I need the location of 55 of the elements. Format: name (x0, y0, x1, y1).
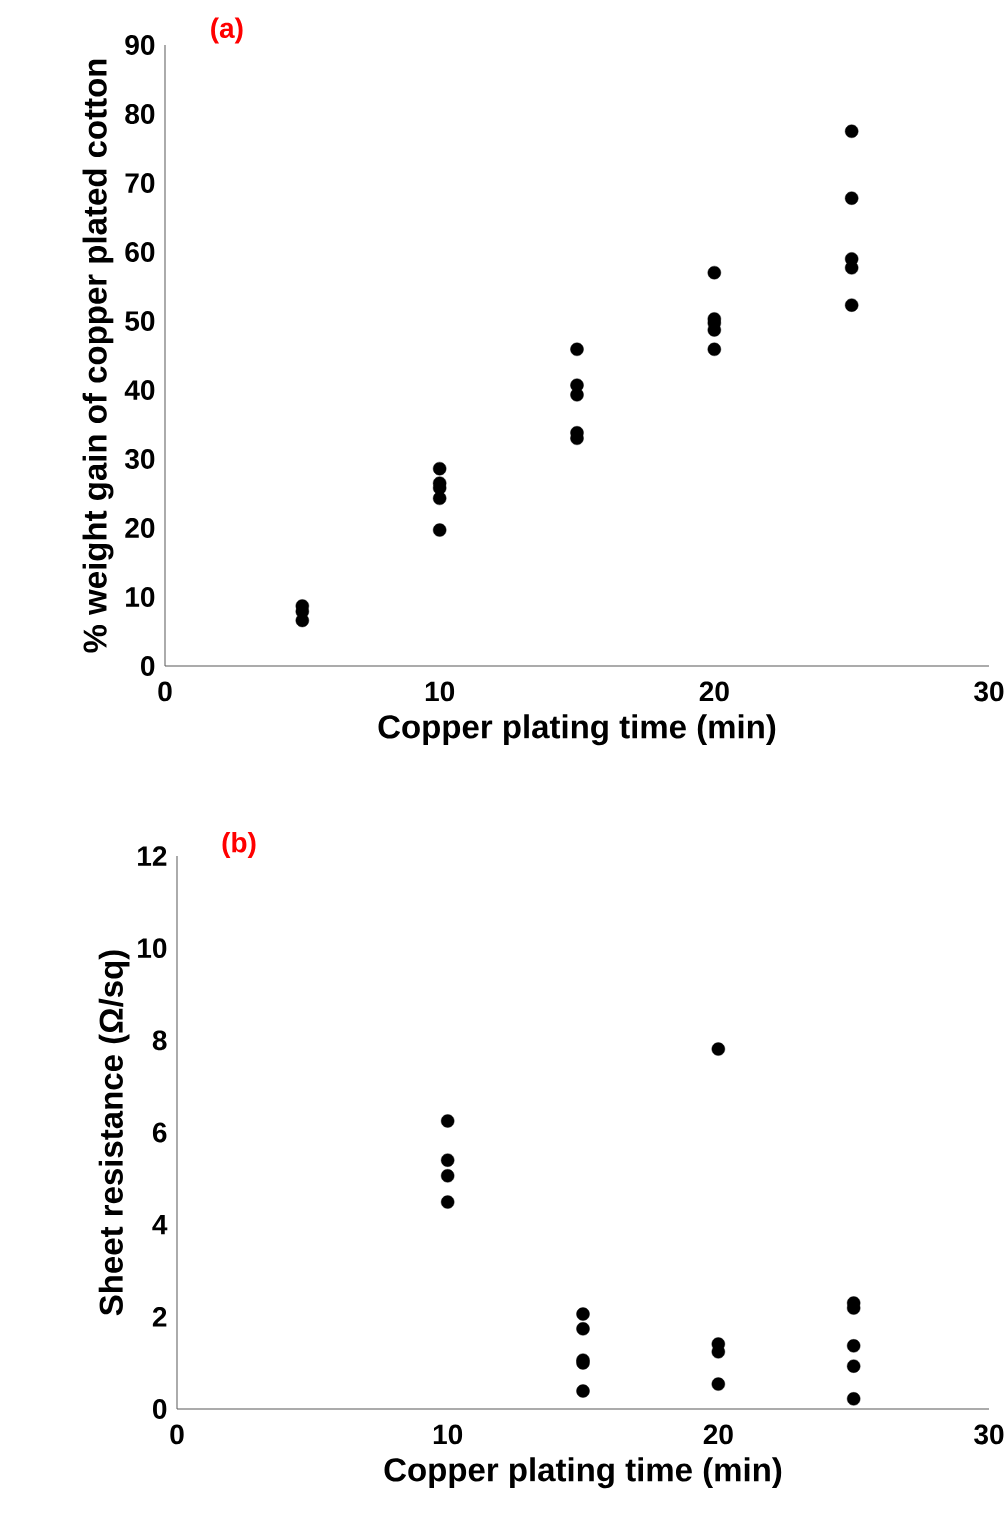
point (440, 1195, 455, 1209)
point (844, 124, 859, 138)
point (432, 461, 447, 476)
point (440, 1114, 455, 1128)
point (295, 613, 310, 628)
point (846, 1339, 861, 1353)
point (844, 191, 859, 205)
point (432, 491, 447, 506)
point (711, 1042, 726, 1056)
x-tick-label: 20 (699, 681, 729, 702)
y-tick-label: 2 (152, 1307, 167, 1327)
point (576, 1322, 590, 1336)
y-tick-label: 60 (125, 242, 155, 262)
point (570, 342, 584, 356)
y-tick-label: 10 (126, 587, 155, 607)
y-tick-label: 12 (138, 846, 167, 866)
point (711, 1345, 726, 1359)
point (707, 266, 722, 280)
y-tick-label: 30 (124, 449, 155, 469)
point (576, 1384, 590, 1398)
y-tick-label: 0 (153, 1399, 167, 1419)
point (570, 388, 584, 402)
y-tick-label: 70 (125, 173, 155, 193)
y-tick-label: 90 (125, 35, 155, 55)
point (846, 1359, 861, 1373)
y-tick-label: 4 (152, 1215, 168, 1235)
y-axis-title: % weight gain of copper plated cotton (82, 59, 114, 653)
point (432, 523, 447, 537)
y-tick-label: 50 (125, 311, 155, 331)
annotation: (b) (222, 831, 256, 858)
x-axis-title: Copper plating time (min) (378, 714, 776, 746)
y-tick-label: 0 (141, 656, 155, 676)
y-tick-label: 10 (138, 938, 167, 959)
x-tick-label: 30 (974, 681, 1004, 702)
point (846, 1392, 861, 1406)
point (707, 342, 722, 356)
text: (a) (211, 17, 243, 44)
x-tick-label: 10 (425, 681, 455, 702)
y-tick-label: 20 (125, 518, 155, 538)
y-tick-label: 8 (152, 1030, 167, 1051)
y-tick-label: 6 (152, 1122, 167, 1143)
y-tick-label: 80 (125, 104, 155, 124)
y-axis-title: Sheet resistance (Ω/sq) (98, 950, 130, 1316)
point (576, 1307, 590, 1321)
point (844, 298, 859, 312)
point (711, 1377, 726, 1391)
point (440, 1169, 455, 1183)
x-tick-label: 0 (170, 1424, 184, 1445)
point (844, 261, 859, 275)
x-tick-label: 10 (433, 1424, 463, 1445)
x-tick-label: 30 (974, 1424, 1004, 1445)
x-tick-label: 20 (703, 1424, 733, 1445)
x-axis-title: Copper plating time (min) (384, 1457, 782, 1489)
y-tick-label: 40 (124, 380, 155, 400)
point (440, 1153, 455, 1167)
